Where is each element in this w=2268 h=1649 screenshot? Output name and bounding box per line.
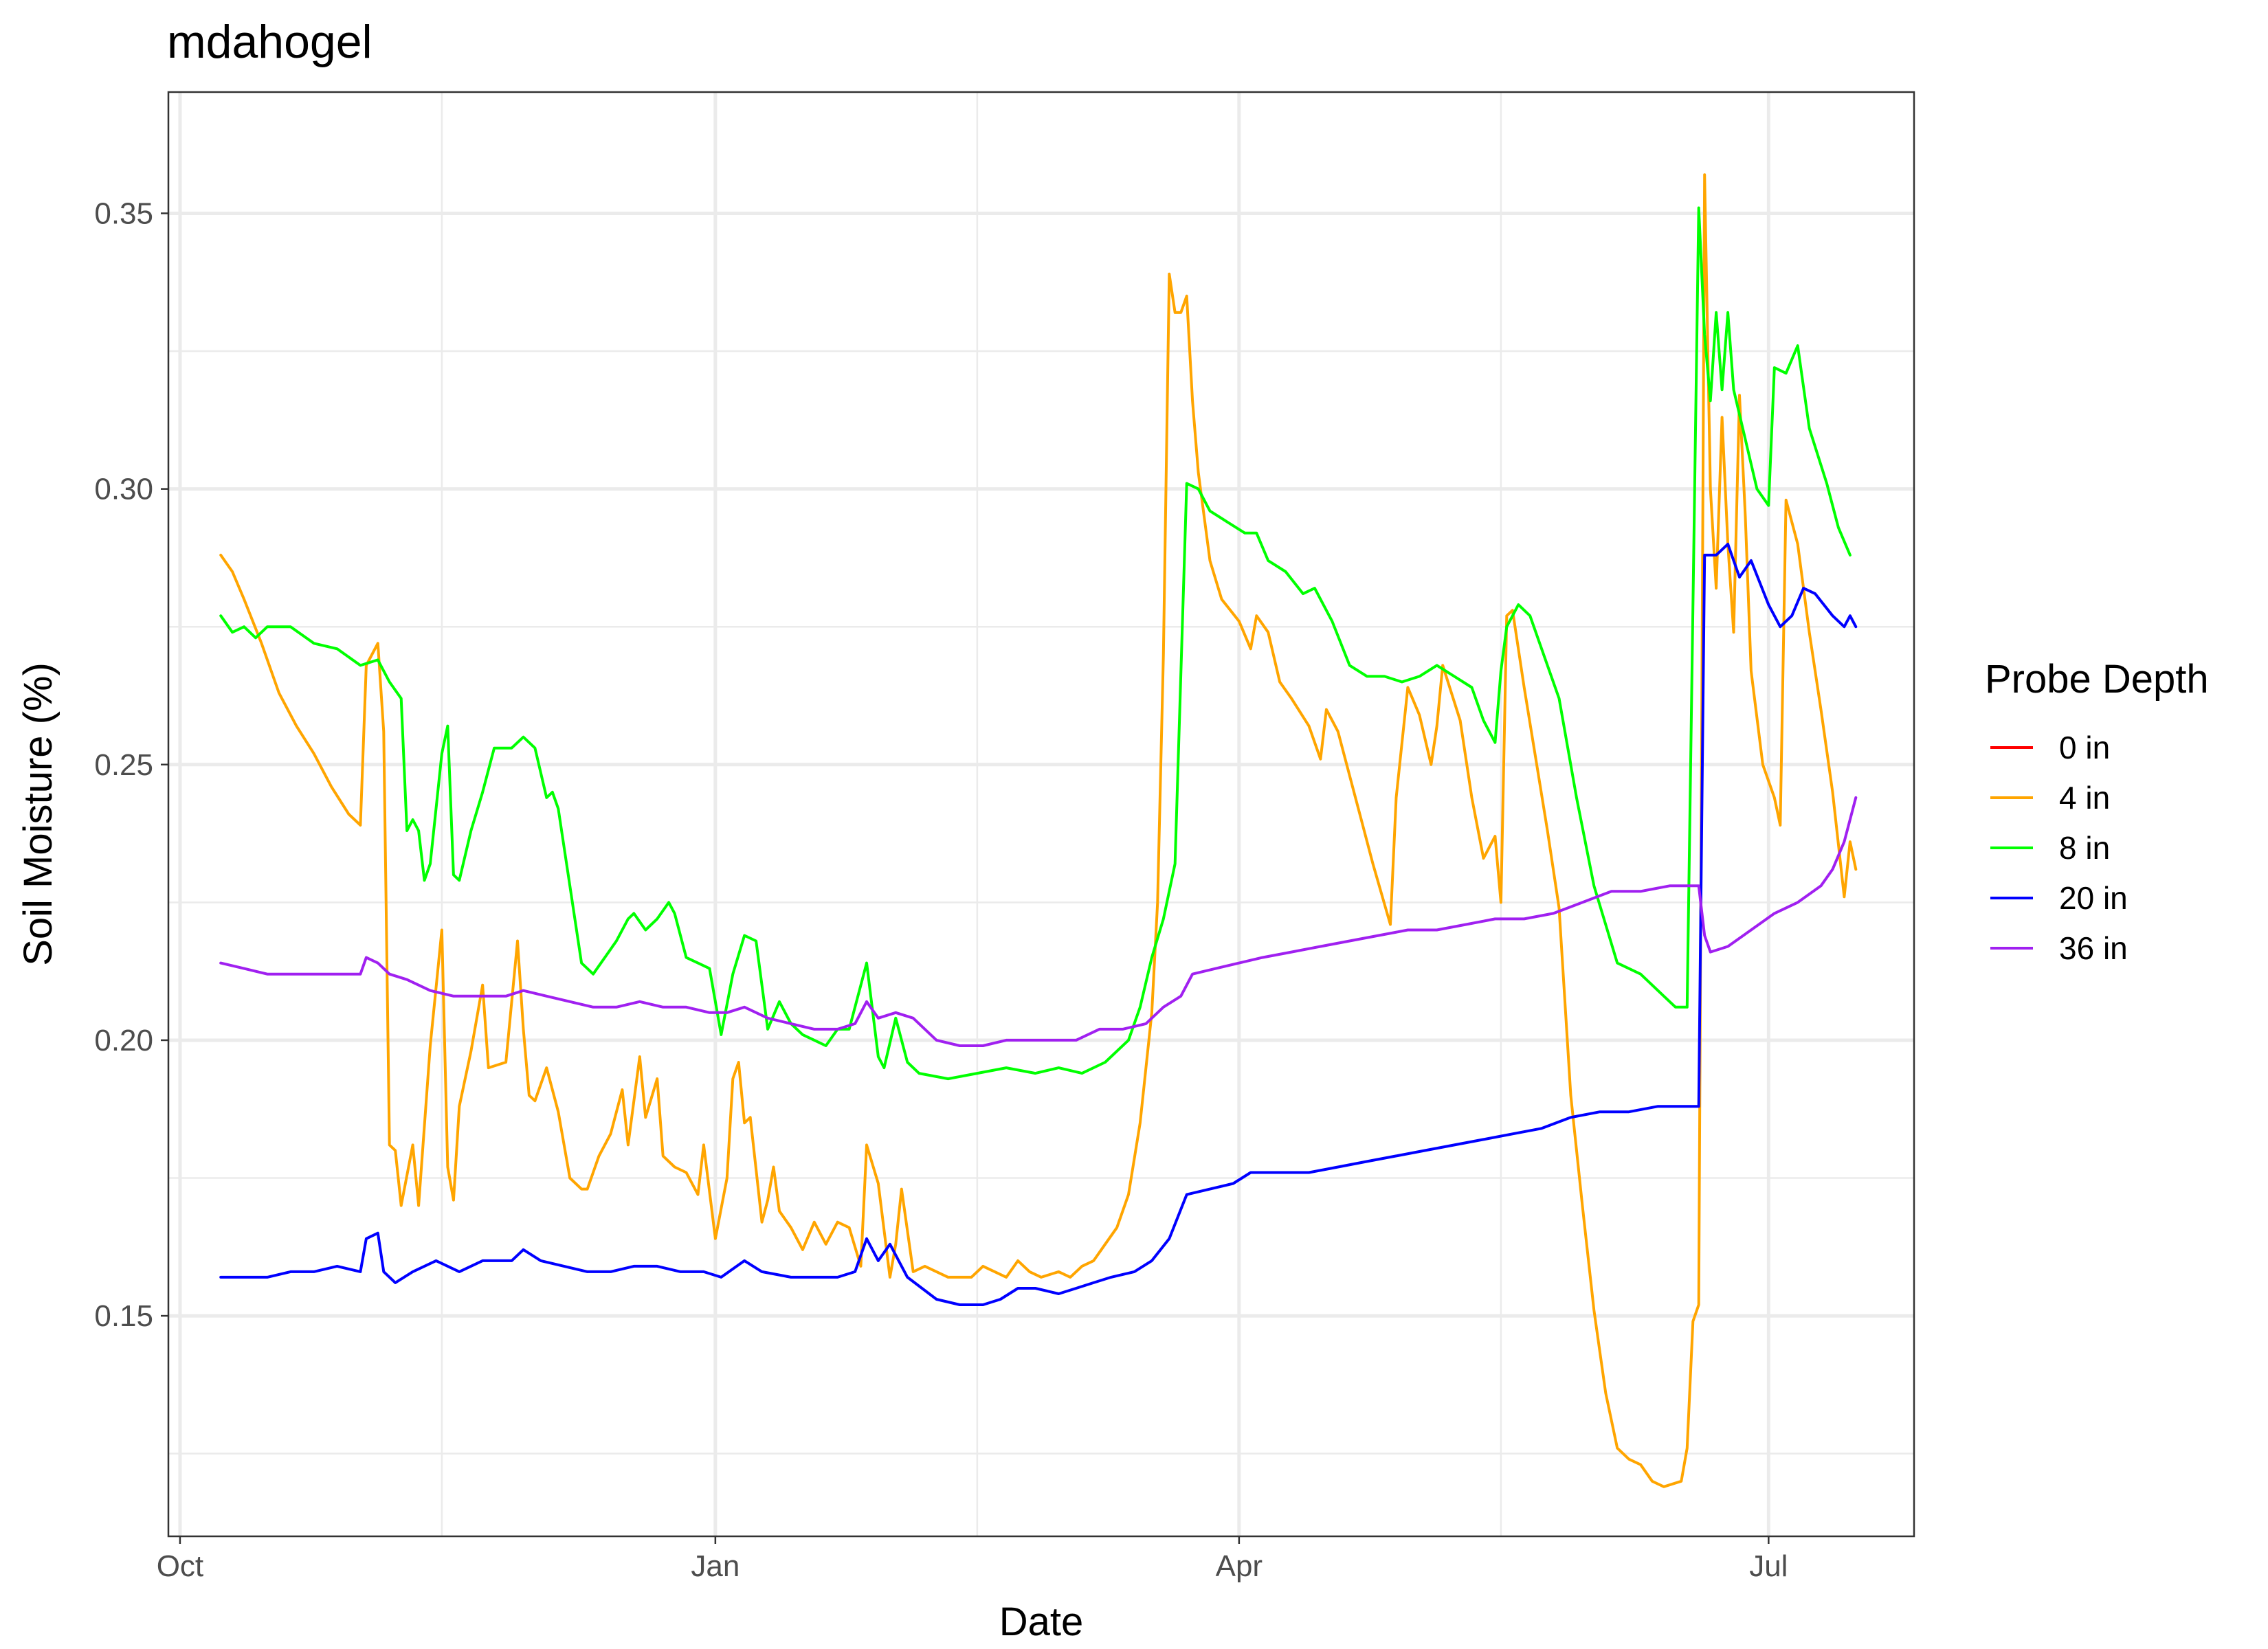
plot-background [168, 92, 1914, 1536]
x-tick-label: Jan [691, 1549, 740, 1583]
plot-panel [167, 91, 1915, 1538]
legend-item: 20 in [1990, 880, 2128, 916]
series-line-4-in [219, 173, 1858, 1488]
y-tick-label: 0.30 [94, 473, 153, 506]
legend: Probe Depth 0 in 4 in 8 in 20 in 36 in [1985, 657, 2209, 966]
legend-label: 4 in [2059, 780, 2110, 816]
series-lines [219, 173, 1858, 1488]
legend-item: 4 in [1990, 780, 2110, 816]
series-line-8-in [219, 206, 1852, 1081]
plot-border [167, 91, 1915, 1538]
chart-title: mdahogel [167, 16, 373, 68]
legend-label: 36 in [2059, 930, 2128, 966]
x-axis-title: Date [999, 1600, 1084, 1644]
y-tick-label: 0.15 [94, 1299, 153, 1333]
x-tick-label: Apr [1216, 1549, 1263, 1583]
x-axis-ticks: Oct Jan Apr Jul [157, 1536, 1788, 1583]
legend-label: 8 in [2059, 830, 2110, 866]
legend-label: 0 in [2059, 730, 2110, 765]
y-tick-label: 0.25 [94, 748, 153, 782]
legend-item: 8 in [1990, 830, 2110, 866]
y-axis-title: Soil Moisture (%) [16, 662, 60, 966]
x-tick-label: Oct [157, 1549, 203, 1583]
minor-gridlines [168, 92, 1914, 1536]
x-tick-label: Jul [1749, 1549, 1788, 1583]
y-tick-label: 0.20 [94, 1024, 153, 1057]
series-line-36-in [219, 796, 1858, 1047]
legend-item: 36 in [1990, 930, 2128, 966]
series-line-20-in [219, 542, 1858, 1306]
y-tick-label: 0.35 [94, 197, 153, 231]
legend-title: Probe Depth [1985, 657, 2209, 702]
y-axis-ticks: 0.15 0.20 0.25 0.30 0.35 [94, 197, 168, 1333]
legend-item: 0 in [1990, 730, 2110, 765]
legend-label: 20 in [2059, 880, 2128, 916]
legend-items: 0 in 4 in 8 in 20 in 36 in [1990, 730, 2128, 966]
